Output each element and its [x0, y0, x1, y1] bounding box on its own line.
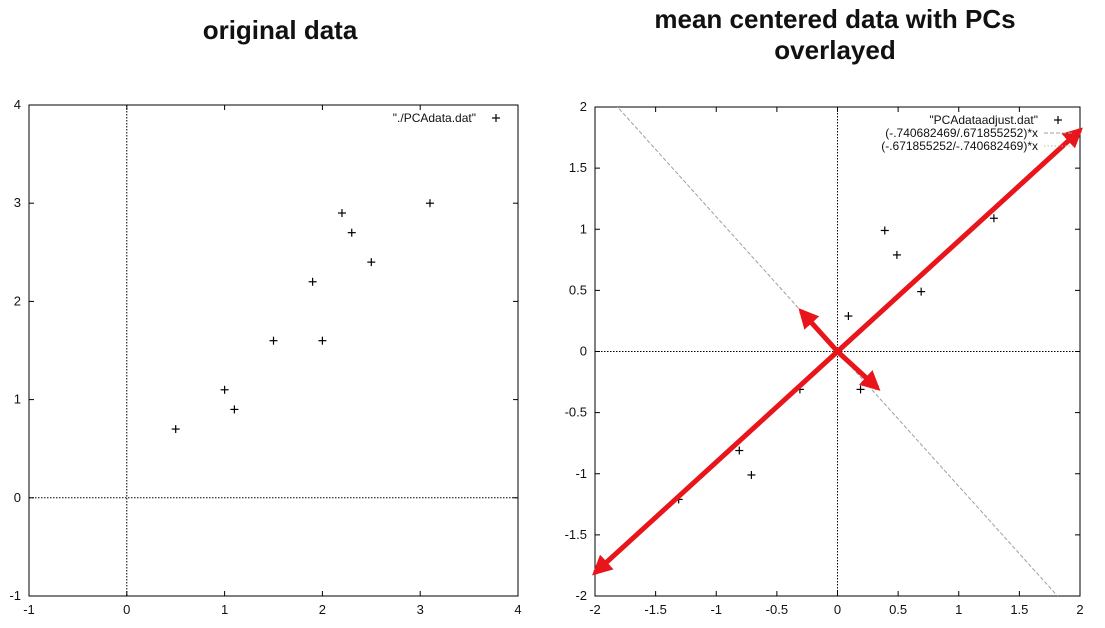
y-tick-label: 0 [14, 490, 21, 505]
x-tick-label: 0 [123, 602, 130, 617]
y-tick-label: 0.5 [569, 282, 587, 297]
x-tick-label: 1 [955, 602, 962, 617]
x-tick-label: 4 [514, 602, 521, 617]
x-tick-label: 1.5 [1010, 602, 1028, 617]
data-point [880, 226, 889, 235]
x-tick-label: 2 [319, 602, 326, 617]
data-point [347, 228, 356, 237]
data-point [308, 277, 317, 286]
y-tick-label: -1 [575, 466, 587, 481]
data-point [844, 312, 853, 321]
y-tick-label: 0 [580, 344, 587, 359]
data-point [171, 425, 180, 434]
legend-label: "PCAdataadjust.dat" [929, 113, 1038, 127]
y-tick-label: 1.5 [569, 160, 587, 175]
y-tick-label: -1.5 [565, 527, 587, 542]
y-tick-label: -1 [9, 588, 21, 603]
data-point [230, 405, 239, 414]
data-point [269, 336, 278, 345]
legend-label: "./PCAdata.dat" [393, 111, 476, 125]
data-point [367, 258, 376, 267]
data-point [989, 214, 998, 223]
legend-label: (-.671855252/-.740682469)*x [881, 139, 1038, 153]
x-tick-label: -1 [23, 602, 35, 617]
right-chart-title: mean centered data with PCs overlayed [654, 4, 1016, 65]
x-tick-label: 3 [417, 602, 424, 617]
x-tick-label: -0.5 [766, 602, 788, 617]
data-point [892, 250, 901, 259]
y-tick-label: 1 [14, 392, 21, 407]
pc-arrow-2 [798, 308, 840, 354]
data-point [337, 209, 346, 218]
data-point [917, 287, 926, 296]
left-chart-title: original data [202, 15, 358, 45]
y-tick-label: 4 [14, 97, 21, 112]
legend-label: (-.740682469/.671855252)*x [885, 126, 1038, 140]
x-tick-label: -1 [710, 602, 722, 617]
data-point [318, 336, 327, 345]
y-tick-label: -2 [575, 588, 587, 603]
x-tick-label: 1 [221, 602, 228, 617]
data-point [735, 446, 744, 455]
chart-0: -1 0 1 2 3 4 -1 0 1 2 3 4 "./PCAdata.dat" [9, 97, 521, 617]
data-point [425, 199, 434, 208]
x-tick-label: 0.5 [889, 602, 907, 617]
y-tick-label: 1 [580, 221, 587, 236]
y-tick-label: 2 [14, 293, 21, 308]
data-point [220, 385, 229, 394]
x-tick-label: 2 [1076, 602, 1083, 617]
x-tick-label: 0 [834, 602, 841, 617]
pc-arrow-1 [592, 349, 840, 576]
pc-arrow-0 [835, 127, 1083, 354]
chart-1: -2 -1.5 -1 -0.5 0 0.5 1 1.5 2 -2 -1.5 -1 -0.5 0 0.5 1 1.… [565, 99, 1084, 617]
pc-arrow-3 [835, 349, 881, 391]
y-tick-label: 2 [580, 99, 587, 114]
plot-frame [28, 104, 519, 597]
data-point [856, 385, 865, 394]
data-point [747, 470, 756, 479]
x-tick-label: -2 [589, 602, 601, 617]
y-tick-label: 3 [14, 195, 21, 210]
y-tick-label: -0.5 [565, 405, 587, 420]
x-tick-label: -1.5 [644, 602, 666, 617]
